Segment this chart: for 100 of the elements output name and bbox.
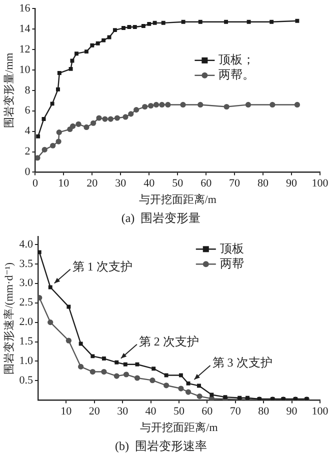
- point: [142, 104, 148, 110]
- point: [38, 250, 42, 254]
- point: [68, 66, 73, 71]
- point: [148, 102, 154, 109]
- point: [56, 87, 60, 92]
- point: [66, 338, 72, 344]
- point: [76, 121, 82, 127]
- x-tick-label: 60: [200, 178, 212, 190]
- point: [196, 394, 202, 400]
- point: [90, 43, 94, 48]
- point: [159, 102, 165, 108]
- point: [78, 364, 84, 370]
- point: [198, 102, 204, 108]
- point: [56, 138, 62, 144]
- y-tick-label: 14: [19, 22, 31, 35]
- point: [114, 360, 119, 364]
- annotation: 第 3 次支护: [212, 356, 272, 370]
- point: [108, 116, 114, 122]
- point: [38, 294, 42, 301]
- point: [48, 319, 54, 326]
- point: [102, 116, 108, 122]
- point: [50, 102, 54, 106]
- y-tick-label: 1.0: [19, 355, 34, 368]
- point: [147, 22, 152, 26]
- point: [178, 386, 184, 392]
- x-tick-label: 20: [88, 406, 100, 418]
- point: [224, 20, 228, 24]
- x-axis-title: 与开挖面距离/m: [140, 420, 218, 434]
- x-tick-label: 20: [86, 178, 98, 190]
- point: [270, 102, 276, 108]
- y-tick-label: 2.0: [19, 316, 34, 328]
- point: [132, 25, 137, 29]
- x-tick-label: 80: [258, 406, 270, 418]
- text: (a) 围岩变形量: [121, 210, 201, 225]
- x-tick-label: 90: [286, 406, 298, 418]
- point: [35, 155, 40, 161]
- point: [134, 375, 140, 381]
- x-tick-label: 70: [229, 178, 241, 190]
- point: [163, 382, 170, 388]
- y-tick-label: 2: [24, 146, 30, 158]
- point: [123, 372, 130, 378]
- y-tick-label: 8: [24, 84, 31, 96]
- point: [90, 120, 96, 126]
- legend-label: 两帮: [220, 256, 244, 270]
- x-tick-label: 60: [202, 406, 214, 418]
- point: [122, 26, 126, 30]
- point: [114, 115, 120, 121]
- point: [198, 20, 202, 24]
- x-tick-label: 100: [312, 178, 329, 190]
- point: [84, 124, 90, 130]
- point: [123, 362, 128, 366]
- point: [74, 52, 78, 56]
- point: [84, 50, 88, 54]
- point: [161, 20, 166, 25]
- y-tick-label: 4: [24, 125, 31, 138]
- x-tick-label: 90: [286, 178, 298, 190]
- point: [185, 389, 192, 395]
- point: [246, 20, 251, 24]
- point: [295, 18, 300, 23]
- point: [127, 25, 132, 29]
- y-axis-title: 围岩变形量/mm: [2, 52, 16, 128]
- x-tick-label: 40: [144, 178, 156, 190]
- point: [102, 356, 106, 360]
- point: [197, 384, 201, 388]
- point: [102, 38, 106, 42]
- point: [141, 24, 146, 28]
- x-tick-label: 40: [145, 406, 157, 418]
- x-tick-label: 70: [230, 406, 242, 418]
- x-tick-label: 50: [173, 406, 185, 418]
- y-tick-label: 12: [19, 43, 30, 56]
- point: [57, 71, 62, 75]
- y-tick-label: 3.5: [19, 258, 34, 270]
- x-tick-label: 100: [312, 406, 329, 418]
- point: [181, 20, 186, 24]
- point: [150, 378, 156, 384]
- y-tick-label: 3.0: [19, 277, 34, 290]
- x-tick-label: 10: [58, 178, 70, 190]
- point: [294, 102, 300, 108]
- point: [270, 20, 274, 24]
- point: [90, 354, 95, 358]
- x-tick-label: 30: [117, 406, 129, 418]
- text: (b) 围岩变形速率: [115, 438, 207, 453]
- annotation: 第 2 次支护: [138, 334, 199, 349]
- point: [96, 115, 102, 121]
- point: [42, 146, 48, 153]
- point: [90, 368, 96, 375]
- point: [101, 368, 107, 375]
- point: [36, 134, 40, 138]
- point: [78, 342, 83, 346]
- point: [134, 107, 140, 113]
- point: [153, 102, 160, 108]
- y-axis-title: 围岩变形速率/(mm·d⁻¹): [2, 262, 16, 374]
- legend-label: 顶板: [220, 241, 244, 256]
- point: [70, 123, 76, 129]
- point: [66, 304, 71, 309]
- point: [164, 373, 168, 378]
- y-tick-label: 0.5: [19, 374, 34, 387]
- y-tick-label: 6: [24, 104, 31, 117]
- point: [96, 41, 100, 46]
- point: [245, 102, 252, 108]
